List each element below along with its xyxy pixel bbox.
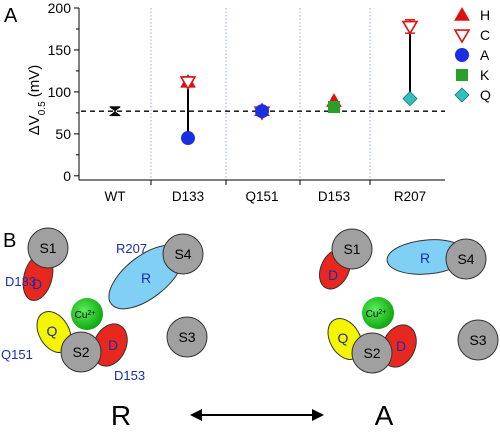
data-markers (109, 19, 419, 146)
s4-subunit-left (162, 233, 204, 275)
s3-label-right: S3 (469, 332, 486, 348)
y-tick-label-150: 150 (48, 42, 72, 58)
marker-k-d153 (328, 101, 340, 114)
double-arrow-icon (190, 409, 324, 421)
s2-subunit-right (351, 332, 393, 374)
s1-label-right: S1 (343, 241, 360, 257)
state-label-r: R (111, 400, 131, 431)
y-ticks: 0 50 100 150 200 (48, 0, 79, 184)
s3-subunit-left (166, 316, 208, 358)
marker-a-q151 (255, 104, 269, 119)
d-label-right-bottom: D (396, 338, 406, 354)
s2-subunit-left (60, 331, 102, 373)
legend-label-k: K (480, 67, 490, 83)
panel-b-letter: B (3, 230, 16, 252)
copper-ion-left (71, 298, 103, 330)
q-label-right: Q (338, 330, 349, 346)
s2-label-right: S2 (363, 345, 380, 361)
left-state-diagram: R S4 D S1 Cu2+ Q D S2 S3 R207 D133 Q151 … (1, 227, 208, 383)
x-tick-label-d133: D133 (172, 189, 204, 204)
y-axis-label: ΔV0.5 (mV) (26, 65, 48, 136)
state-label-a: A (375, 400, 394, 431)
s4-label-left: S4 (174, 246, 191, 262)
s3-subunit-right (457, 319, 499, 361)
y-tick-label-50: 50 (55, 126, 71, 142)
panel-a: A ΔV0.5 (mV) 0 50 100 150 200 WT D133 Q151 D153… (4, 0, 491, 204)
marker-wt-wt (109, 106, 121, 116)
copper-ion-right (362, 297, 394, 329)
legend-marker-h (454, 6, 470, 21)
r-label-left: R (141, 270, 151, 286)
marker-a-d133 (181, 131, 195, 146)
marker-q-r207 (402, 91, 418, 107)
marker-c-d133 (179, 76, 197, 91)
right-state-diagram: R S4 D S1 Cu2+ Q D S2 S3 (319, 228, 499, 374)
s4-subunit-right (445, 238, 487, 280)
legend-label-h: H (480, 7, 490, 23)
s4-label-right: S4 (457, 251, 474, 267)
residue-label-q151: Q151 (1, 347, 33, 362)
legend-marker-k (456, 69, 468, 81)
legend-label-a: A (480, 47, 490, 63)
legend-marker-a (455, 48, 469, 62)
residue-label-r207: R207 (116, 241, 147, 256)
panel-b: B R S4 D S1 Cu2+ Q D S2 S3 R207 D133 Q15… (1, 227, 499, 431)
s1-subunit-left (27, 227, 69, 269)
s1-subunit-right (331, 228, 373, 270)
axes (78, 8, 445, 185)
range-bars (187, 26, 411, 139)
residue-label-d153: D153 (114, 368, 145, 383)
x-tick-label-wt: WT (105, 189, 126, 204)
legend-label-q: Q (480, 87, 491, 103)
x-tick-label-r207: R207 (394, 189, 426, 204)
legend-marker-q (454, 87, 470, 103)
legend-marker-c (453, 29, 471, 44)
y-tick-label-200: 200 (48, 0, 72, 16)
s2-label-left: S2 (72, 344, 89, 360)
q-label-left: Q (47, 323, 58, 339)
r-label-right: R (420, 250, 430, 266)
y-tick-label-100: 100 (48, 84, 72, 100)
cu-label-left: Cu2+ (75, 310, 96, 322)
residue-label-d133: D133 (5, 274, 36, 289)
panel-a-letter: A (4, 5, 18, 27)
y-tick-label-0: 0 (63, 168, 71, 184)
x-tick-label-d153: D153 (318, 189, 350, 204)
x-tick-labels: WT D133 Q151 D153 R207 (105, 189, 427, 204)
d-label-left-bottom: D (108, 337, 118, 353)
s3-label-left: S3 (178, 329, 195, 345)
s1-label-left: S1 (39, 240, 56, 256)
marker-c-r207 (401, 20, 419, 36)
category-gridlines (78, 8, 371, 180)
cu-label-right: Cu2+ (366, 309, 387, 321)
d-label-right-top: D (328, 267, 338, 283)
d-label-left-top: D (32, 276, 42, 292)
legend-label-c: C (480, 27, 490, 43)
x-tick-label-q151: Q151 (245, 189, 278, 204)
